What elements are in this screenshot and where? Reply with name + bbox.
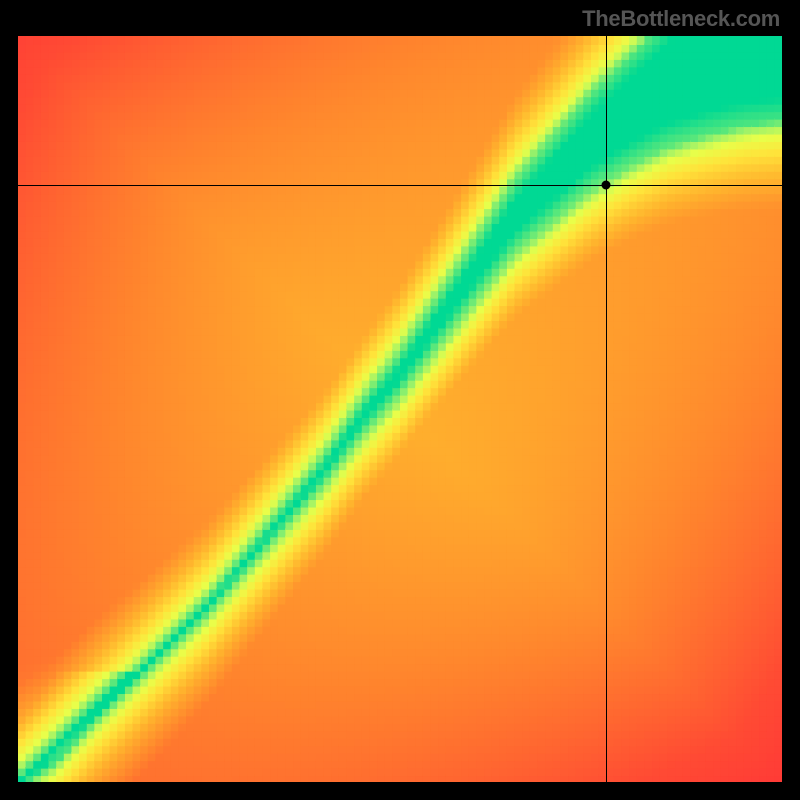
crosshair-marker	[602, 181, 611, 190]
watermark-text: TheBottleneck.com	[582, 6, 780, 32]
heatmap-plot	[18, 36, 782, 782]
crosshair-horizontal	[18, 185, 782, 186]
heatmap-canvas	[18, 36, 782, 782]
crosshair-vertical	[606, 36, 607, 782]
